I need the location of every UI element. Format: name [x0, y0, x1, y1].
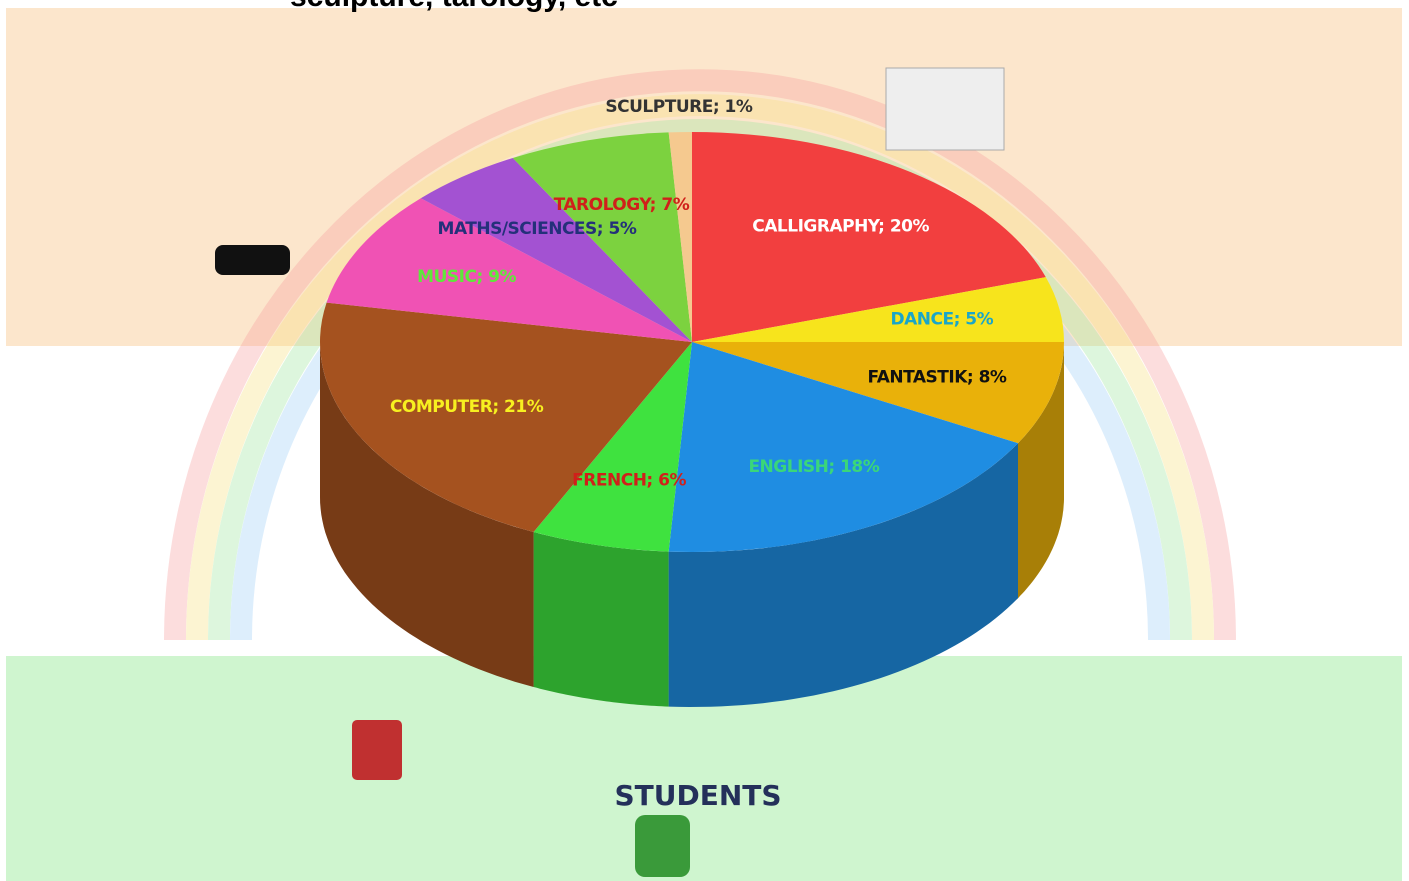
slice-label: FANTASTIK; 8% [868, 368, 1007, 388]
icon-piano [215, 245, 290, 275]
slice-label: FRENCH; 6% [572, 470, 686, 490]
icon-bag [635, 815, 690, 877]
slice-label: MUSIC; 9% [417, 267, 516, 287]
slice-label: SCULPTURE; 1% [605, 97, 752, 117]
slice-label: MATHS/SCIENCES; 5% [438, 219, 637, 239]
slice-label: COMPUTER; 21% [390, 397, 544, 417]
chart: sculpture, tarology, etc CALLIGRAPHY; 20… [0, 0, 1409, 881]
footer-label: STUDENTS [614, 779, 781, 812]
page: sculpture, tarology, etc CALLIGRAPHY; 20… [0, 0, 1409, 881]
icon-letters [886, 68, 1004, 150]
slice-label: DANCE; 5% [891, 310, 994, 330]
slice-side [534, 532, 669, 707]
slice-label: ENGLISH; 18% [748, 457, 879, 477]
slice-label: CALLIGRAPHY; 20% [752, 216, 929, 236]
icon-book [352, 720, 402, 780]
slice-label: TAROLOGY; 7% [554, 195, 690, 215]
title: sculpture, tarology, etc [290, 0, 618, 13]
